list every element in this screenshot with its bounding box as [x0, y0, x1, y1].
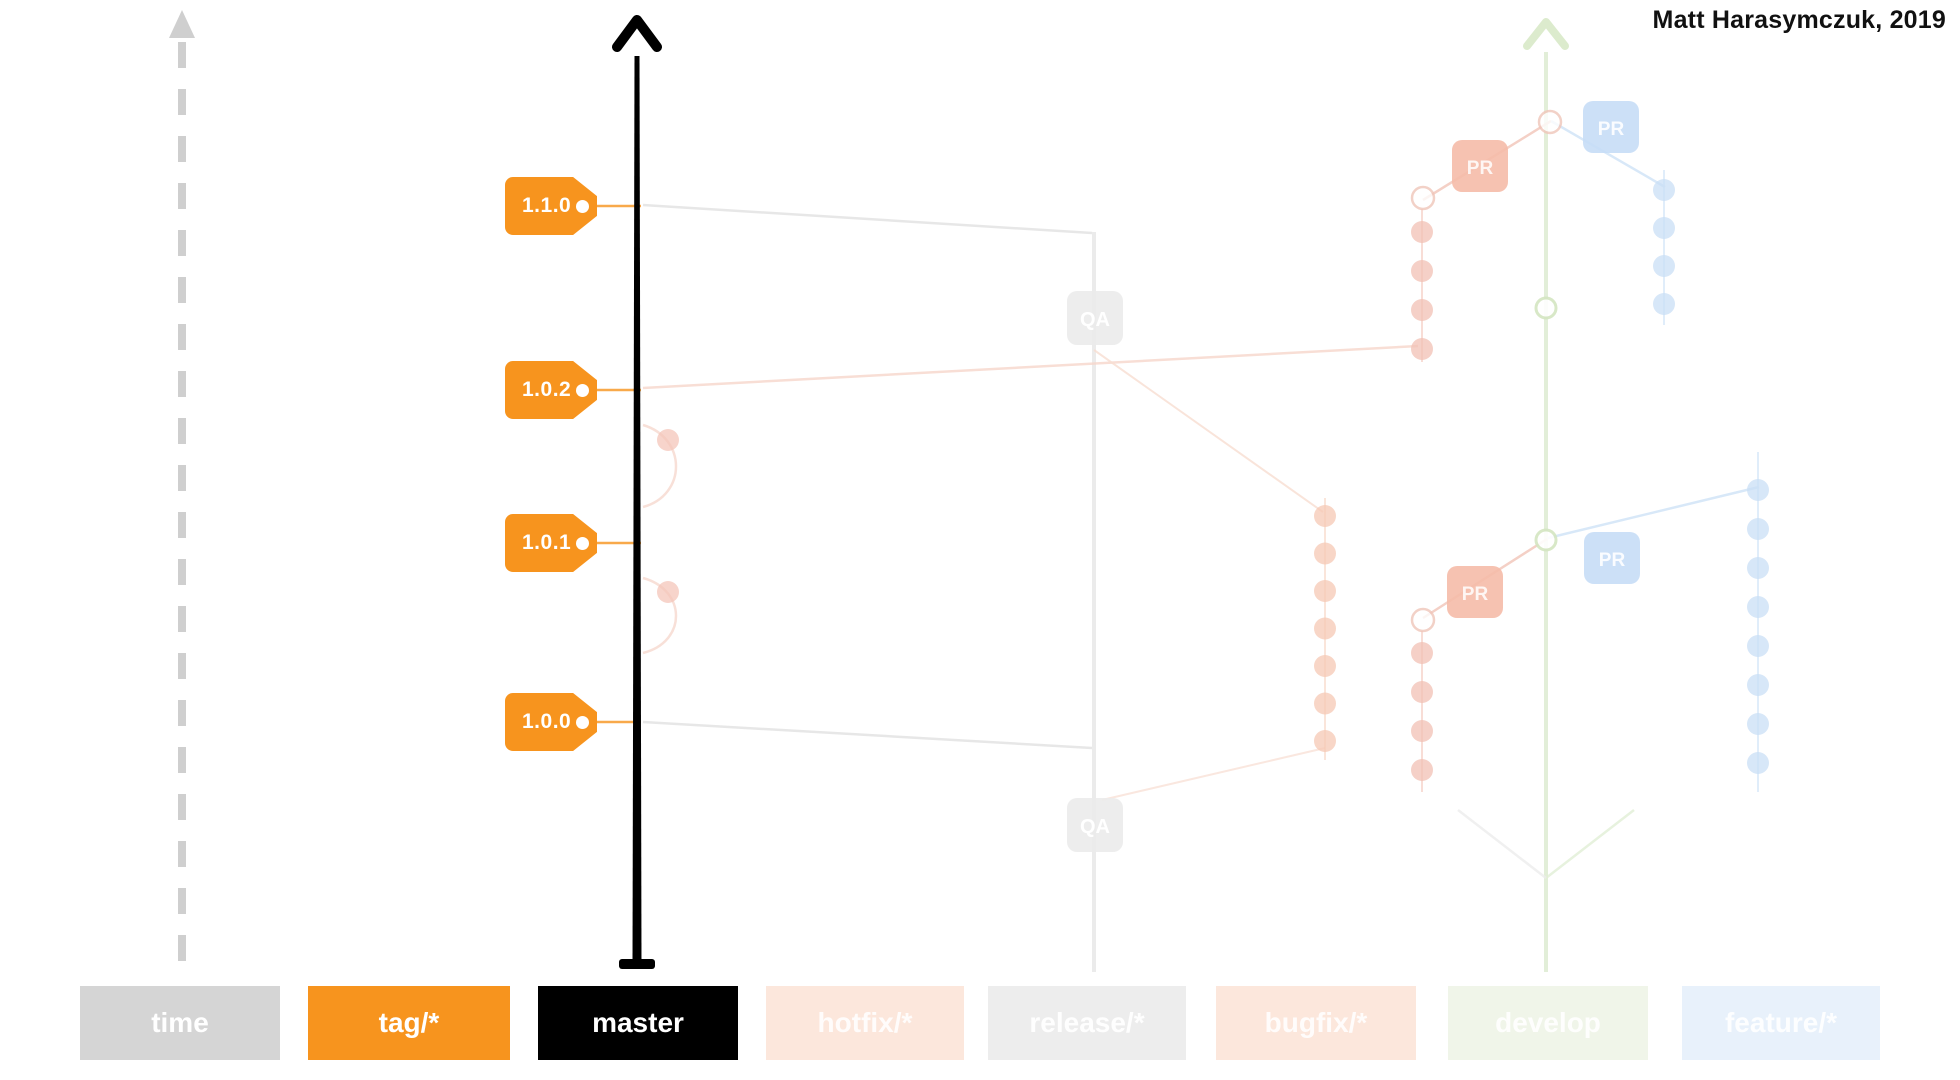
pr-label: PR: [1599, 550, 1626, 571]
commit-dot: [1314, 655, 1336, 677]
qa-box-upper: QA: [1067, 291, 1123, 345]
master-branch: [612, 15, 662, 969]
tag-v1-0-2: 1.0.2: [505, 361, 597, 419]
tag-v1-1-0: 1.1.0: [505, 177, 597, 235]
faded-background-diagram: QA QA PR PR PR PR: [642, 18, 1769, 972]
tag-label: 1.0.0: [522, 710, 572, 733]
commit-dot: [1747, 752, 1769, 774]
pr-box-blue-upper: PR: [1583, 101, 1639, 153]
tag-label: 1.0.1: [522, 531, 572, 554]
commit-dot: [1411, 299, 1433, 321]
commit-dot: [1653, 255, 1675, 277]
commit-dot: [1411, 260, 1433, 282]
commit-dot: [1314, 505, 1336, 527]
tag-v1-0-0: 1.0.0: [505, 693, 597, 751]
commit-dot: [1653, 179, 1675, 201]
pr-label: PR: [1598, 119, 1625, 140]
tag-hole-icon: [576, 199, 589, 213]
commit-dot: [1747, 635, 1769, 657]
pr-label: PR: [1462, 584, 1489, 605]
legend-tag-button[interactable]: tag/*: [308, 986, 510, 1060]
commit-dot: [1314, 730, 1336, 752]
commit-dot: [1314, 617, 1336, 640]
time-axis: [169, 10, 195, 972]
develop-arrow-icon: [1523, 18, 1569, 50]
commit-dot: [1411, 221, 1433, 243]
legend-feature-button[interactable]: feature/*: [1682, 986, 1880, 1060]
commit-dot: [1747, 518, 1769, 540]
legend-hotfix-button[interactable]: hotfix/*: [766, 986, 964, 1060]
commit-dot: [1314, 542, 1336, 565]
tag-hole-icon: [576, 715, 589, 729]
master-arrow-icon: [612, 15, 662, 52]
pr-box-blue-lower: PR: [1584, 532, 1640, 584]
commit-dot-columns: [657, 179, 1769, 781]
qa-box-lower: QA: [1067, 798, 1123, 852]
time-axis-arrow-icon: [169, 10, 195, 38]
commit-dot: [1314, 580, 1336, 602]
tag-label: 1.1.0: [522, 194, 572, 217]
faded-branch-lines: [642, 119, 1760, 879]
commit-dot: [1411, 642, 1433, 664]
master-end-bar: [619, 959, 655, 969]
commit-dot: [657, 581, 679, 603]
attribution-text: Matt Harasymczuk, 2019: [1652, 6, 1946, 34]
commit-dot: [1314, 692, 1336, 715]
legend-develop-button[interactable]: develop: [1448, 986, 1648, 1060]
pr-label: PR: [1467, 158, 1494, 179]
legend-time-button[interactable]: time: [80, 986, 280, 1060]
commit-dot: [1411, 338, 1433, 360]
commit-dot: [657, 429, 679, 451]
commit-dot: [1747, 479, 1769, 501]
commit-dot: [1747, 596, 1769, 618]
branch-point-nodes: [1410, 109, 1563, 633]
commit-dot: [1747, 713, 1769, 735]
commit-dot: [1653, 293, 1675, 315]
legend-bugfix-button[interactable]: bugfix/*: [1216, 986, 1416, 1060]
commit-dot: [1411, 759, 1433, 781]
commit-dot: [1747, 557, 1769, 579]
tag-hole-icon: [576, 536, 589, 550]
commit-dot: [1411, 681, 1433, 703]
tag-label: 1.0.2: [522, 378, 572, 401]
commit-dot: [1653, 217, 1675, 239]
qa-label: QA: [1080, 816, 1110, 838]
commit-dot: [1411, 720, 1433, 742]
master-branch-line: [632, 56, 642, 962]
legend-master-button[interactable]: master: [538, 986, 738, 1060]
pr-box-red-upper: PR: [1452, 140, 1508, 192]
tag-hole-icon: [576, 383, 589, 397]
legend-release-button[interactable]: release/*: [988, 986, 1186, 1060]
pr-box-red-lower: PR: [1447, 566, 1503, 618]
tag-v1-0-1: 1.0.1: [505, 514, 597, 572]
qa-label: QA: [1080, 309, 1110, 331]
commit-dot: [1747, 674, 1769, 696]
